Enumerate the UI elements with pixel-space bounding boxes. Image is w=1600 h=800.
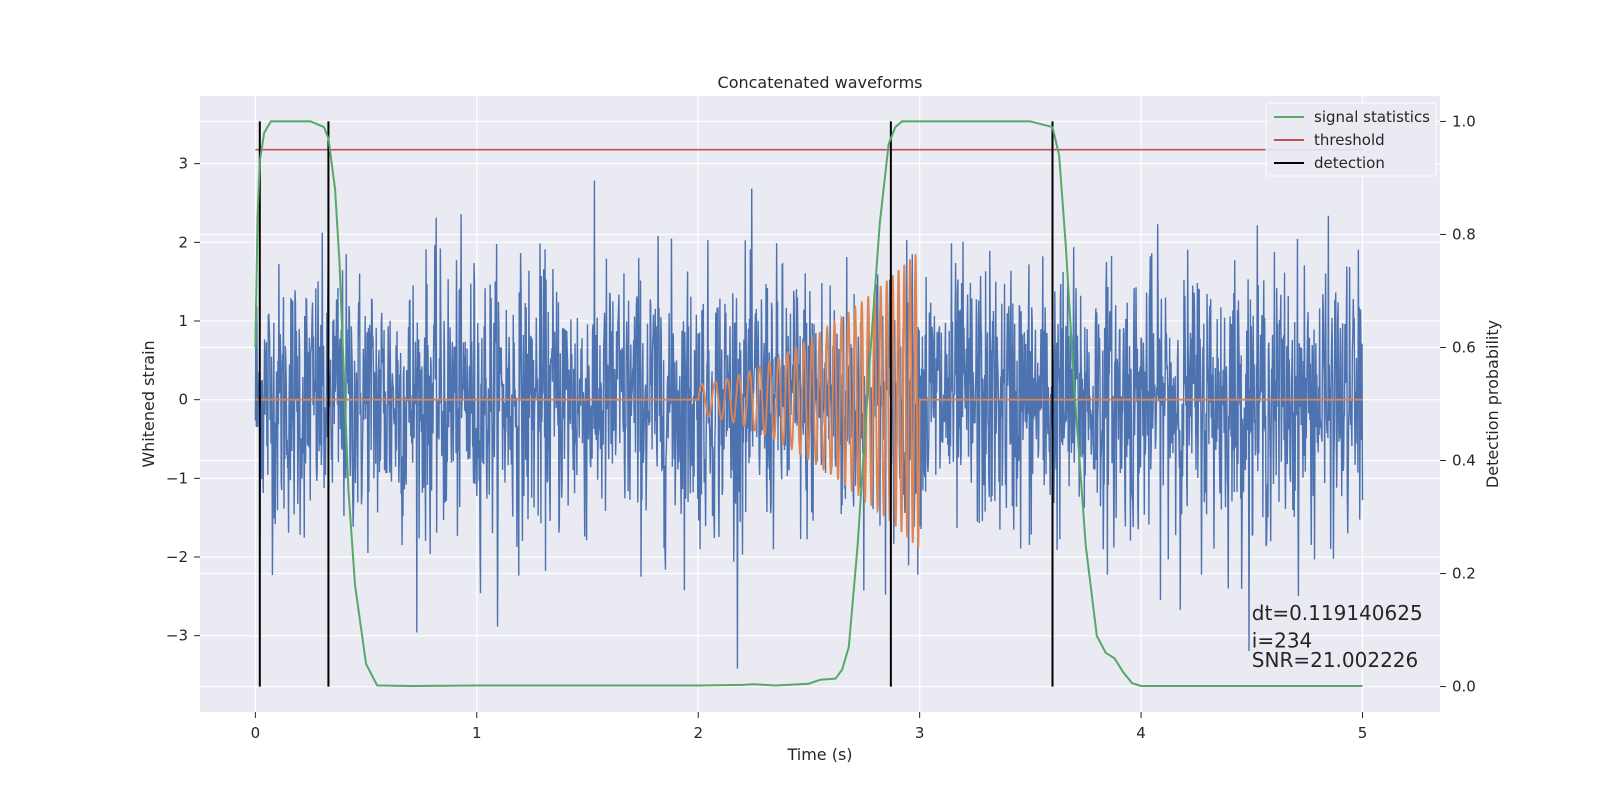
y-tick-label: −3 xyxy=(166,627,188,645)
annotation-text: i=234 xyxy=(1252,628,1313,652)
legend-label: threshold xyxy=(1314,131,1385,149)
y2-axis-label: Detection probability xyxy=(1483,320,1502,488)
annotation-text: SNR=21.002226 xyxy=(1252,648,1418,672)
x-tick-label: 1 xyxy=(472,724,482,742)
y-tick-label: 1 xyxy=(178,312,188,330)
annotation-text: dt=0.119140625 xyxy=(1252,601,1423,625)
plot-area xyxy=(254,120,1364,687)
legend-label: detection xyxy=(1314,154,1385,172)
legend-label: signal statistics xyxy=(1314,108,1430,126)
x-axis-ticks: 0 1 2 3 4 5 xyxy=(251,712,1368,742)
y-tick-label: 0 xyxy=(178,391,188,409)
y2-tick-label: 0.0 xyxy=(1452,678,1476,696)
y2-tick-label: 0.6 xyxy=(1452,338,1476,356)
x-tick-label: 4 xyxy=(1136,724,1146,742)
y2-tick-label: 0.8 xyxy=(1452,225,1476,243)
x-tick-label: 3 xyxy=(915,724,925,742)
template-series-line xyxy=(255,254,1363,548)
y-tick-label: −2 xyxy=(166,548,188,566)
y-axis-label: Whitened strain xyxy=(139,340,158,467)
y2-axis-ticks: 0.0 0.2 0.4 0.6 0.8 1.0 xyxy=(1440,112,1476,696)
y-tick-label: 2 xyxy=(178,233,188,251)
x-axis-label: Time (s) xyxy=(786,745,852,764)
y-axis-ticks: −3 −2 −1 0 1 2 3 xyxy=(166,155,200,645)
legend: signal statistics threshold detection xyxy=(1265,102,1437,177)
legend-box xyxy=(1265,102,1437,177)
x-tick-label: 2 xyxy=(693,724,703,742)
y2-tick-label: 0.2 xyxy=(1452,565,1476,583)
x-tick-label: 0 xyxy=(251,724,261,742)
x-tick-label: 5 xyxy=(1358,724,1368,742)
signal-statistics-line xyxy=(254,120,1363,687)
y-tick-label: 3 xyxy=(178,155,188,173)
y2-tick-label: 1.0 xyxy=(1452,112,1476,130)
chart-title: Concatenated waveforms xyxy=(718,73,923,92)
y2-tick-label: 0.4 xyxy=(1452,452,1476,470)
y-tick-label: −1 xyxy=(166,469,188,487)
